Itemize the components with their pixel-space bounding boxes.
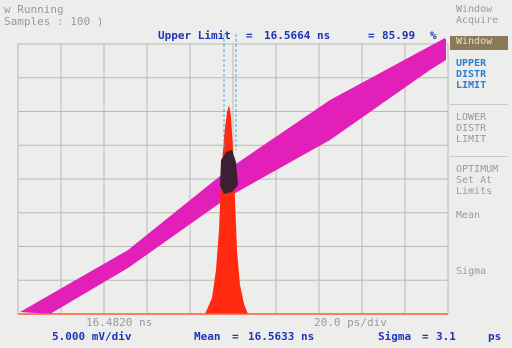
- sigma-label: Sigma: [378, 330, 412, 343]
- mean-value: 16.5633 ns: [248, 330, 315, 343]
- sample-count: Samples : 100 ): [4, 15, 104, 28]
- upper-limit-value: 16.5664 ns: [264, 29, 331, 42]
- sigma-unit: ps: [488, 330, 502, 343]
- percent-value: 85.99: [382, 29, 416, 42]
- menu-sigma[interactable]: Sigma: [456, 266, 487, 277]
- menu-lower-distr-limit[interactable]: LOWER DISTR LIMIT: [456, 112, 487, 145]
- histogram-waveform-overlap: [220, 150, 238, 194]
- histogram: [205, 105, 248, 314]
- mean-eq: =: [232, 330, 239, 343]
- volts-per-division: 5.000 mV/div: [52, 330, 132, 343]
- upper-limit-eq: =: [246, 29, 253, 42]
- time-per-division: 20.0 ps/div: [314, 316, 387, 329]
- menu-upper-distr-limit[interactable]: UPPER DISTR LIMIT: [456, 58, 487, 91]
- sigma-eq: =: [422, 330, 429, 343]
- percent-eq: =: [368, 29, 375, 42]
- left-time-reference: 16.4820 ns: [86, 316, 153, 329]
- run-status: w Running: [4, 3, 64, 16]
- percent-unit: %: [430, 29, 437, 42]
- sigma-value: 3.1: [436, 330, 456, 343]
- menu-window-acquire[interactable]: Window Acquire: [456, 4, 499, 26]
- menu-optimum-set-at-limits[interactable]: OPTIMUM Set At Limits: [456, 164, 499, 197]
- menu-mean[interactable]: Mean: [456, 210, 481, 221]
- menu-window-selected[interactable]: Window: [450, 36, 508, 50]
- mean-label: Mean: [194, 330, 221, 343]
- upper-limit-label: Upper Limit: [158, 29, 231, 42]
- softkey-menu: Window Acquire Window UPPER DISTR LIMIT …: [450, 4, 508, 338]
